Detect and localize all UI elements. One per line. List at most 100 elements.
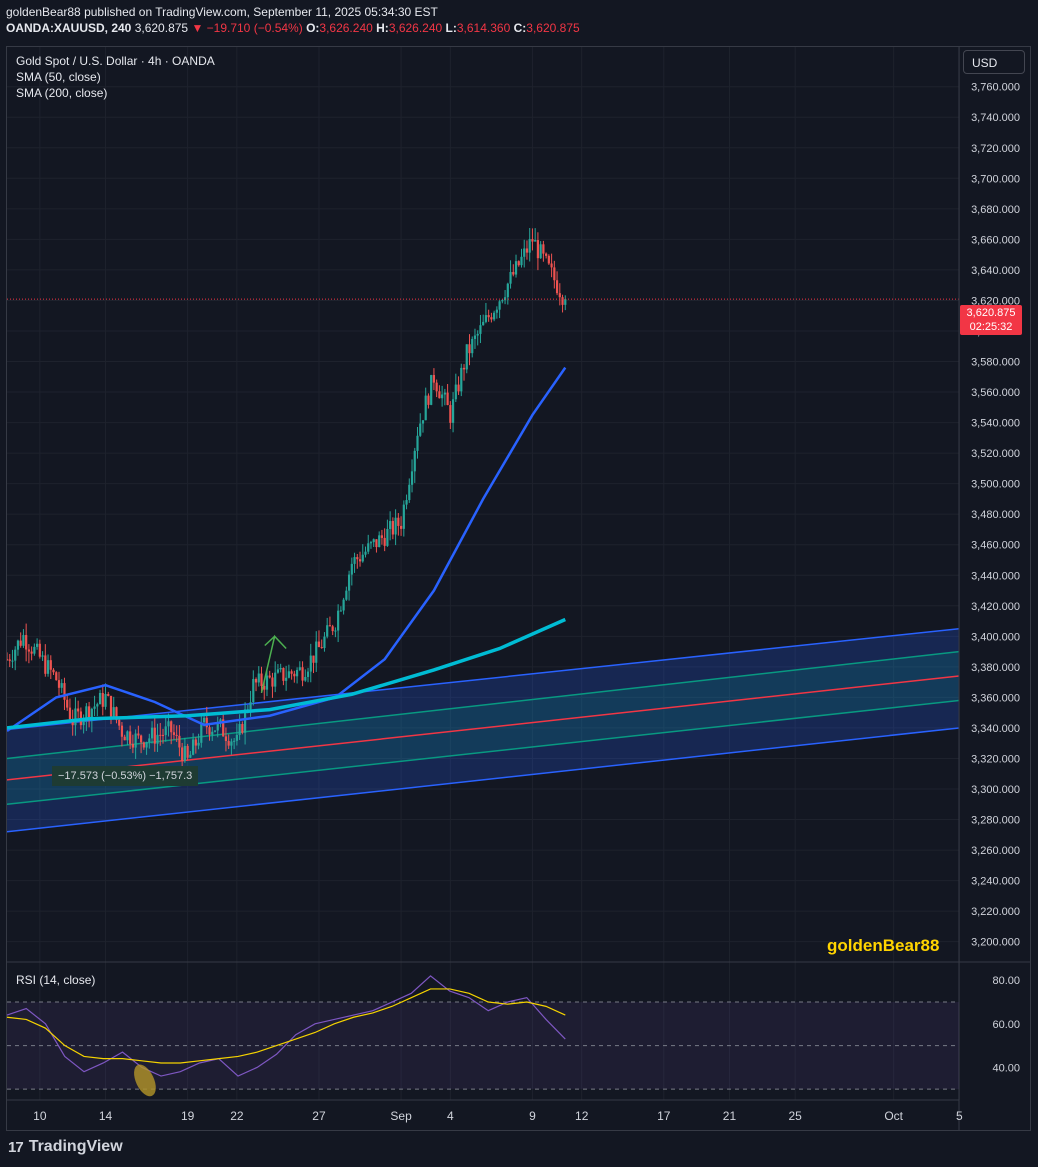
price-axis[interactable]: 3,200.000 3,220.000 3,240.000 3,260.000 3,28… (958, 47, 1020, 1130)
y-tick-label: 3,400.000 (971, 631, 1020, 643)
candle-body (380, 535, 384, 538)
y-tick-label: 3,220.000 (971, 906, 1020, 918)
candle-body (389, 521, 392, 529)
candle-body (22, 635, 25, 646)
y-tick-label: 3,500.000 (971, 479, 1020, 491)
candle-body (282, 667, 285, 681)
x-tick-label: 27 (312, 1109, 326, 1123)
candle-body (227, 740, 230, 746)
candle-body (243, 709, 247, 733)
candle-body (493, 312, 496, 320)
candle-body (523, 248, 526, 257)
candle-body (8, 659, 11, 661)
y-tick-label: 3,700.000 (971, 173, 1020, 185)
candle-body (104, 693, 107, 707)
candle-body (495, 309, 498, 313)
candle-body (479, 325, 482, 334)
candle-body (383, 537, 386, 546)
candle-body (471, 338, 474, 354)
x-tick-label: 25 (788, 1109, 802, 1123)
candle-body (334, 630, 337, 632)
candle-body (397, 517, 400, 526)
time-axis[interactable]: 10 14 19 22 27 Sep 4 9 12 17 21 25 Oct 5 (7, 1099, 963, 1123)
candle-body (295, 669, 299, 677)
candle-body (183, 745, 186, 761)
open-value: 3,626.240 (319, 21, 373, 35)
candle-body (118, 719, 121, 726)
x-tick-label: 9 (529, 1109, 536, 1123)
candle-body (46, 660, 50, 674)
sma200-line (7, 617, 566, 730)
rsi-legend[interactable]: RSI (14, close) (16, 973, 96, 987)
candle-body (347, 574, 351, 591)
candle-body (131, 743, 134, 748)
candle-body (369, 542, 373, 544)
candle-body (30, 651, 33, 654)
candle-body (430, 375, 433, 405)
candle-body (241, 723, 244, 733)
symbol-line: OANDA:XAUUSD, 240 3,620.875 ▼ −19.710 (−… (6, 20, 580, 36)
legend-sma50[interactable]: SMA (50, close) (16, 70, 101, 84)
y-tick-label: 3,360.000 (971, 692, 1020, 704)
candle-body (424, 395, 427, 421)
candle-body (451, 399, 455, 423)
candle-body (328, 625, 332, 627)
candle-body (19, 640, 22, 646)
channel-lower-outer-line (7, 727, 959, 833)
candle-body (405, 500, 408, 505)
legend-sma200[interactable]: SMA (200, close) (16, 86, 108, 100)
candle-body (101, 692, 104, 707)
y-tick-label: 3,520.000 (971, 448, 1020, 460)
candle-body (375, 539, 378, 548)
rsi-tick-label: 60.00 (992, 1019, 1020, 1031)
candle-body (96, 704, 99, 707)
y-tick-label: 3,320.000 (971, 753, 1020, 765)
candle-body (441, 394, 444, 399)
candle-body (74, 708, 77, 726)
candle-body (408, 484, 411, 501)
candle-body (216, 722, 219, 731)
candle-body (90, 708, 93, 721)
x-tick-label: 4 (447, 1109, 454, 1123)
candle-body (257, 673, 260, 683)
candle-body (542, 244, 545, 254)
candle-body (498, 301, 501, 310)
grid-lines (7, 47, 1031, 1100)
candle-body (536, 240, 540, 259)
candle-body (301, 667, 304, 681)
measure-label: −17.573 (−0.53%) −1,757.3 (52, 766, 199, 786)
candle-body (435, 382, 438, 392)
y-tick-label: 3,380.000 (971, 662, 1020, 674)
rsi-pane: 40.00 60.00 80.00 (6, 975, 1020, 1097)
y-tick-label: 3,200.000 (971, 937, 1020, 949)
candle-body (353, 557, 356, 564)
candle-body (52, 669, 55, 673)
candle-body (276, 669, 280, 673)
candle-body (293, 673, 296, 677)
candle-body (129, 731, 132, 744)
candle-body (306, 671, 310, 677)
candle-body (350, 563, 353, 575)
candle-body (112, 707, 115, 718)
candle-body (178, 735, 181, 748)
candle-body (7, 659, 9, 661)
candle-body (462, 367, 466, 370)
candle-body (372, 539, 375, 543)
candle-body (419, 423, 422, 436)
candle-body (454, 384, 457, 400)
tradingview-brand[interactable]: 17 TradingView (8, 1138, 123, 1156)
y-tick-label: 3,300.000 (971, 784, 1020, 796)
candle-body (331, 626, 334, 632)
candle-body (49, 660, 52, 670)
moving-averages (7, 366, 567, 733)
candle-body (191, 739, 195, 755)
candle-body (476, 333, 479, 336)
x-tick-label: Oct (884, 1109, 903, 1123)
candle-body (564, 299, 567, 305)
currency-button[interactable]: USD (963, 50, 1025, 74)
candle-body (222, 719, 225, 737)
candle-body (394, 517, 397, 535)
candle-body (254, 678, 258, 683)
bar-countdown: 02:25:32 (969, 321, 1013, 333)
